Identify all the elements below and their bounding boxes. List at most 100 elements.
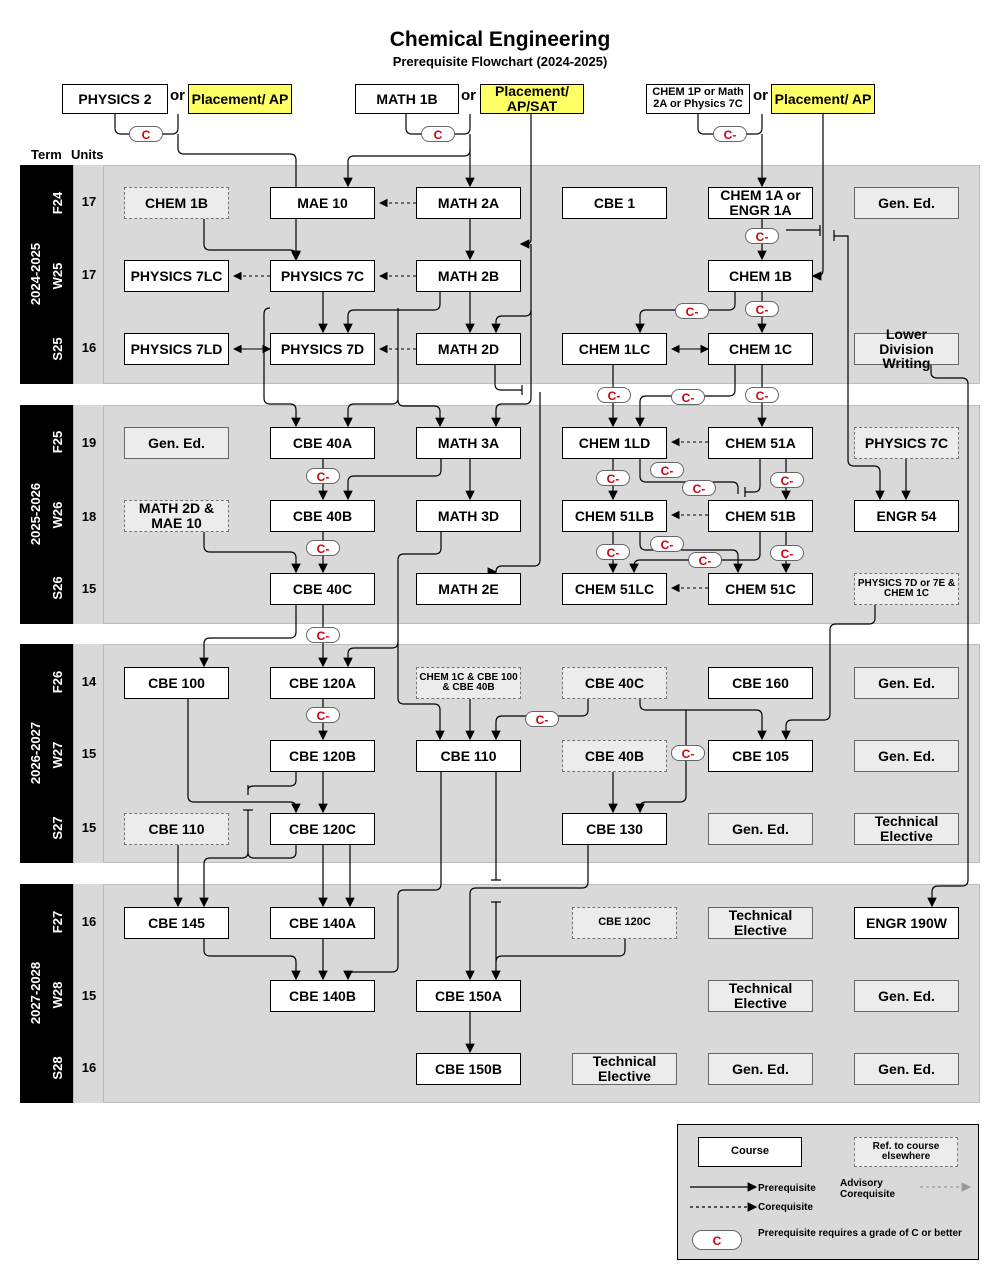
course-physics-7c[interactable]: PHYSICS 7C (270, 260, 375, 292)
grade-c-minus-badge: C- (770, 472, 804, 488)
units-value: 15 (81, 988, 97, 1003)
term-header: Term (31, 147, 62, 162)
units-value: 15 (81, 820, 97, 835)
course-chem-51lb[interactable]: CHEM 51LB (562, 500, 667, 532)
course-gen-ed[interactable]: Gen. Ed. (854, 1053, 959, 1085)
grade-c-minus-badge: C- (306, 707, 340, 723)
course-math-2e[interactable]: MATH 2E (416, 573, 521, 605)
placement-ap-box[interactable]: Placement/ AP (188, 84, 292, 114)
units-value: 19 (81, 435, 97, 450)
course-cbe-150a[interactable]: CBE 150A (416, 980, 521, 1012)
course-physics-2[interactable]: PHYSICS 2 (62, 84, 168, 114)
course-technical-elective[interactable]: Technical Elective (854, 813, 959, 845)
grade-c-minus-badge: C- (713, 126, 747, 142)
course-cbe-160[interactable]: CBE 160 (708, 667, 813, 699)
course-gen-ed[interactable]: Gen. Ed. (708, 1053, 813, 1085)
units-column (73, 405, 104, 624)
course-engr-190w[interactable]: ENGR 190W (854, 907, 959, 939)
year-bar (20, 405, 73, 624)
course-cbe-110-ref[interactable]: CBE 110 (124, 813, 229, 845)
grade-c-minus-badge: C- (525, 711, 559, 727)
legend-advisory-label: Advisory Corequisite (840, 1178, 896, 1200)
course-cbe-145[interactable]: CBE 145 (124, 907, 229, 939)
course-cbe-105[interactable]: CBE 105 (708, 740, 813, 772)
units-value: 14 (81, 674, 97, 689)
course-gen-ed[interactable]: Gen. Ed. (854, 740, 959, 772)
course-cbe-120a[interactable]: CBE 120A (270, 667, 375, 699)
course-technical-elective[interactable]: Technical Elective (708, 980, 813, 1012)
course-gen-ed[interactable]: Gen. Ed. (708, 813, 813, 845)
course-chem-1p[interactable]: CHEM 1P or Math 2A or Physics 7C (646, 84, 750, 114)
course-cbe-100[interactable]: CBE 100 (124, 667, 229, 699)
grade-c-minus-badge: C- (770, 545, 804, 561)
course-cbe-140a[interactable]: CBE 140A (270, 907, 375, 939)
course-math-3d[interactable]: MATH 3D (416, 500, 521, 532)
course-math-2a[interactable]: MATH 2A (416, 187, 521, 219)
course-cbe-40b-ref[interactable]: CBE 40B (562, 740, 667, 772)
legend-corequisite-label: Corequisite (758, 1202, 814, 1213)
course-physics-7c-ref[interactable]: PHYSICS 7C (854, 427, 959, 459)
course-engr-54[interactable]: ENGR 54 (854, 500, 959, 532)
course-cbe-40b[interactable]: CBE 40B (270, 500, 375, 532)
course-gen-ed[interactable]: Gen. Ed. (124, 427, 229, 459)
grade-c-minus-badge: C- (671, 745, 705, 761)
grade-c-minus-badge: C- (682, 480, 716, 496)
placement-ap-sat-box[interactable]: Placement/ AP/SAT (480, 84, 584, 114)
units-value: 15 (81, 746, 97, 761)
units-value: 17 (81, 267, 97, 282)
units-value: 16 (81, 340, 97, 355)
grade-c-minus-badge: C- (306, 540, 340, 556)
course-cbe-110[interactable]: CBE 110 (416, 740, 521, 772)
course-chem-1b[interactable]: CHEM 1B (708, 260, 813, 292)
legend-grade-badge: C (692, 1230, 742, 1250)
course-physics-7d[interactable]: PHYSICS 7D (270, 333, 375, 365)
course-physics-7ld[interactable]: PHYSICS 7LD (124, 333, 229, 365)
course-cbe-140b[interactable]: CBE 140B (270, 980, 375, 1012)
year-bar (20, 884, 73, 1103)
course-math-2b[interactable]: MATH 2B (416, 260, 521, 292)
course-gen-ed[interactable]: Gen. Ed. (854, 187, 959, 219)
course-chem-51lc[interactable]: CHEM 51LC (562, 573, 667, 605)
units-column (73, 165, 104, 384)
units-header: Units (71, 147, 104, 162)
or-label: or (461, 87, 476, 104)
legend-line-samples (690, 1182, 972, 1212)
course-physics-7lc[interactable]: PHYSICS 7LC (124, 260, 229, 292)
course-cbe-120c[interactable]: CBE 120C (270, 813, 375, 845)
course-cbe-120b[interactable]: CBE 120B (270, 740, 375, 772)
course-cbe-40a[interactable]: CBE 40A (270, 427, 375, 459)
course-chem-1c-cbe-100-cbe-40b-ref[interactable]: CHEM 1C & CBE 100 & CBE 40B (416, 667, 521, 699)
course-chem-1lc[interactable]: CHEM 1LC (562, 333, 667, 365)
course-technical-elective[interactable]: Technical Elective (572, 1053, 677, 1085)
course-gen-ed[interactable]: Gen. Ed. (854, 980, 959, 1012)
course-cbe-120c-ref[interactable]: CBE 120C (572, 907, 677, 939)
course-chem-51c[interactable]: CHEM 51C (708, 573, 813, 605)
course-cbe-130[interactable]: CBE 130 (562, 813, 667, 845)
page-subtitle: Prerequisite Flowchart (2024-2025) (392, 54, 608, 69)
course-chem-1a[interactable]: CHEM 1A or ENGR 1A (708, 187, 813, 219)
course-chem-1b-ref[interactable]: CHEM 1B (124, 187, 229, 219)
course-chem-1ld[interactable]: CHEM 1LD (562, 427, 667, 459)
course-physics-7d-chem-1c-ref[interactable]: PHYSICS 7D or 7E & CHEM 1C (854, 573, 959, 605)
units-column (73, 644, 104, 863)
course-lower-division-writing[interactable]: Lower Division Writing (854, 327, 959, 371)
placement-ap-box[interactable]: Placement/ AP (771, 84, 875, 114)
units-value: 15 (81, 581, 97, 596)
grade-c-minus-badge: C- (688, 552, 722, 568)
course-technical-elective[interactable]: Technical Elective (708, 907, 813, 939)
course-chem-51a[interactable]: CHEM 51A (708, 427, 813, 459)
course-chem-1c[interactable]: CHEM 1C (708, 333, 813, 365)
course-cbe-1[interactable]: CBE 1 (562, 187, 667, 219)
course-gen-ed[interactable]: Gen. Ed. (854, 667, 959, 699)
course-math-2d-mae-10-ref[interactable]: MATH 2D & MAE 10 (124, 500, 229, 532)
course-math-3a[interactable]: MATH 3A (416, 427, 521, 459)
course-math-1b[interactable]: MATH 1B (355, 84, 459, 114)
course-cbe-40c-ref[interactable]: CBE 40C (562, 667, 667, 699)
course-mae-10[interactable]: MAE 10 (270, 187, 375, 219)
year-bar (20, 644, 73, 863)
course-chem-51b[interactable]: CHEM 51B (708, 500, 813, 532)
course-math-2d[interactable]: MATH 2D (416, 333, 521, 365)
course-cbe-150b[interactable]: CBE 150B (416, 1053, 521, 1085)
course-cbe-40c[interactable]: CBE 40C (270, 573, 375, 605)
units-column (73, 884, 104, 1103)
